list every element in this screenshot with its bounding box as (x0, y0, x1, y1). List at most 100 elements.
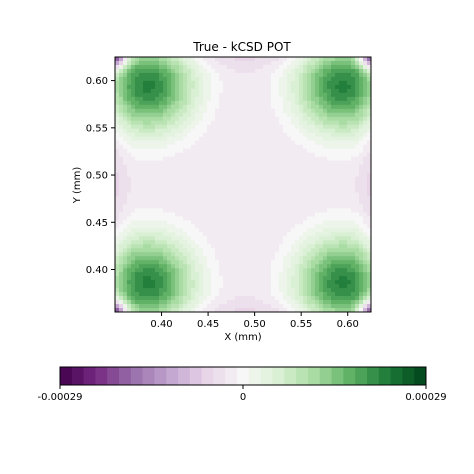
heatmap-cell (291, 112, 296, 118)
heatmap-cell (235, 228, 240, 233)
heatmap-cell (155, 204, 160, 209)
heatmap-cell (351, 124, 356, 130)
heatmap-cell (339, 272, 344, 277)
heatmap-cell (195, 57, 200, 62)
heatmap-cell (275, 124, 280, 130)
heatmap-cell (283, 284, 288, 289)
heatmap-cell (279, 196, 284, 201)
heatmap-cell (323, 172, 328, 177)
heatmap-cell (359, 168, 364, 173)
heatmap-cell (271, 168, 276, 173)
heatmap-cell (147, 176, 152, 181)
heatmap-cell (175, 268, 180, 273)
heatmap-cell (151, 124, 156, 130)
heatmap-cell (331, 296, 336, 301)
heatmap-cell (235, 280, 240, 285)
heatmap-cell (323, 136, 328, 142)
heatmap-cell (307, 196, 312, 201)
heatmap-cell (267, 184, 272, 189)
heatmap-cell (335, 244, 340, 249)
heatmap-cell (119, 292, 124, 297)
heatmap-cell (275, 57, 280, 62)
heatmap-cell (159, 148, 164, 154)
heatmap-cell (247, 232, 252, 237)
heatmap-cell (191, 264, 196, 269)
heatmap-cell (159, 180, 164, 185)
heatmap-cell (231, 68, 236, 74)
heatmap-cell (351, 284, 356, 289)
heatmap-cell (135, 140, 140, 146)
heatmap-cell (223, 248, 228, 253)
heatmap-cell (155, 304, 160, 309)
heatmap-cell (275, 96, 280, 102)
heatmap-cell (351, 264, 356, 269)
heatmap-cell (187, 168, 192, 173)
heatmap-cell (299, 212, 304, 217)
heatmap-cell (115, 68, 120, 74)
heatmap-cell (191, 252, 196, 257)
heatmap-cell (339, 156, 344, 161)
heatmap-cell (119, 100, 124, 106)
heatmap-cell (291, 272, 296, 277)
heatmap-cell (159, 68, 164, 74)
heatmap-cell (275, 196, 280, 201)
heatmap-cell (231, 296, 236, 301)
heatmap-cell (219, 132, 224, 138)
heatmap-cell (271, 244, 276, 249)
heatmap-cell (163, 84, 168, 90)
heatmap-cell (127, 132, 132, 138)
heatmap-cell (127, 264, 132, 269)
heatmap-cell (183, 256, 188, 261)
heatmap-cell (115, 244, 120, 249)
heatmap-cell (135, 88, 140, 94)
heatmap-cell (127, 248, 132, 253)
heatmap-cell (331, 256, 336, 261)
heatmap-cell (267, 304, 272, 309)
heatmap-cell (167, 284, 172, 289)
heatmap-cell (223, 208, 228, 213)
heatmap-cell (363, 160, 368, 165)
heatmap-cell (347, 208, 352, 213)
heatmap-cell (351, 76, 356, 82)
heatmap-cell (263, 132, 268, 138)
heatmap-cell (255, 88, 260, 94)
heatmap-cell (119, 248, 124, 253)
heatmap-cell (311, 216, 316, 221)
heatmap-cell (183, 220, 188, 225)
heatmap-cell (347, 172, 352, 177)
heatmap-cell (219, 288, 224, 293)
heatmap-cell (199, 132, 204, 138)
heatmap-cell (151, 304, 156, 309)
heatmap-cell (207, 216, 212, 221)
heatmap-cell (359, 264, 364, 269)
heatmap-cell (195, 220, 200, 225)
heatmap-cell (127, 60, 132, 66)
heatmap-cell (231, 304, 236, 309)
heatmap-cell (307, 216, 312, 221)
heatmap-cell (235, 136, 240, 142)
heatmap-cell (187, 204, 192, 209)
heatmap-cell (231, 220, 236, 225)
heatmap-cell (243, 276, 248, 281)
heatmap-cell (239, 212, 244, 217)
heatmap-cell (307, 64, 312, 70)
heatmap-cell (319, 164, 324, 169)
heatmap-cell (139, 264, 144, 269)
heatmap-cell (143, 208, 148, 213)
heatmap-cell (123, 248, 128, 253)
heatmap-cell (187, 276, 192, 281)
heatmap-cell (199, 248, 204, 253)
heatmap-cell (367, 57, 372, 62)
heatmap-cell (335, 72, 340, 78)
heatmap-cell (283, 148, 288, 154)
heatmap-cell (235, 88, 240, 94)
heatmap-cell (283, 164, 288, 169)
heatmap-cell (295, 272, 300, 277)
heatmap-cell (311, 132, 316, 138)
heatmap-cell (287, 128, 292, 134)
heatmap-cell (227, 100, 232, 106)
heatmap-cell (307, 176, 312, 181)
heatmap-cell (167, 124, 172, 130)
heatmap-cell (299, 76, 304, 82)
heatmap-cell (267, 108, 272, 114)
